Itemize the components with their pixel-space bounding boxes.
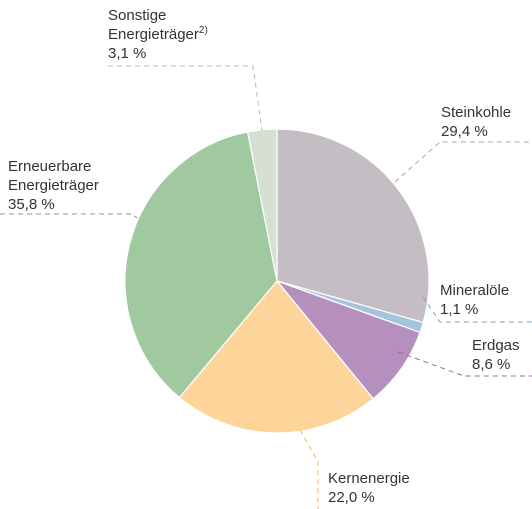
- category-label: Kernenergie: [328, 470, 410, 487]
- footnote-mark: 2): [199, 25, 208, 36]
- category-label: Mineralöle: [440, 282, 509, 299]
- value-label: 1,1 %: [440, 301, 478, 318]
- value-label: 29,4 %: [441, 123, 488, 140]
- category-label: Erneuerbare Energieträger: [8, 158, 99, 194]
- pie-slice: [124, 131, 278, 399]
- value-label: 35,8 %: [8, 196, 55, 213]
- value-label: 8,6 %: [472, 356, 510, 373]
- value-label: 3,1 %: [108, 45, 146, 62]
- category-label: Erdgas: [472, 337, 520, 354]
- pie-slice: [178, 280, 374, 434]
- value-label: 22,0 %: [328, 489, 375, 506]
- category-label: Steinkohle: [441, 104, 511, 121]
- leader-line: [394, 141, 532, 183]
- leader-line: [299, 429, 319, 509]
- pie-slice: [276, 128, 430, 324]
- leader-line: [108, 65, 263, 132]
- leader-line: [422, 296, 532, 323]
- leader-line: [397, 351, 532, 377]
- category-label: Sonstige Energieträger2): [108, 7, 208, 43]
- leader-line: [0, 213, 138, 219]
